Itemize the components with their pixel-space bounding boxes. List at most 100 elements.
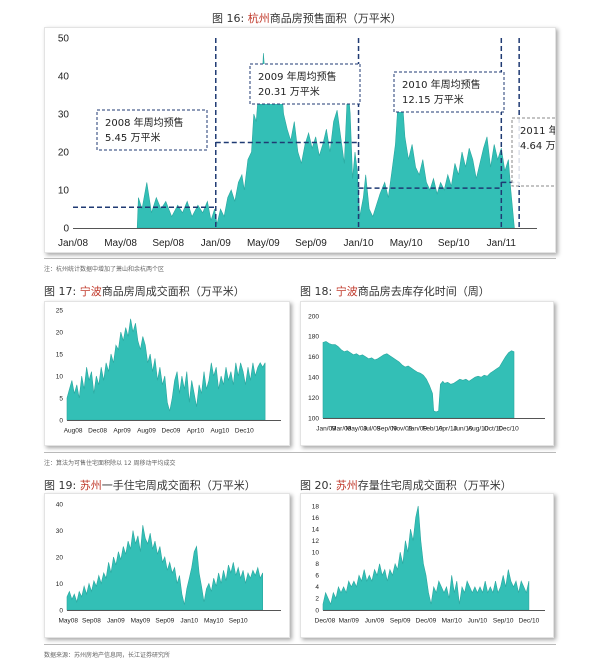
figure-16-panel: 0 10 20 30 40 50 Jan/08 May/08 Sep/08 Jan/09 May/0… [44,27,585,253]
figure-16-city: 杭州 [247,12,270,25]
x-tick-label: Dec08 [88,428,107,435]
x-tick-label: Sep/09 [390,618,411,625]
x-tick-label: Aug/10 [468,426,489,433]
y-tick-label: 30 [58,110,70,121]
fig17-area-series [66,318,266,421]
figure-19-title: 图 19: 苏州一手住宅周成交面积（万平米） [44,477,256,493]
x-tick-label: Sep/09 [377,426,398,433]
y-tick-label: 15 [56,351,64,358]
x-tick-label: Nov/09 [392,426,413,433]
figure-19-chart: 0 10 20 30 40 May08 Sep08 Jan09 May09 Sep09 Jan10 M… [56,501,281,625]
y-tick-label: 0 [63,224,69,235]
y-tick-label: 200 [308,313,319,320]
figure-17-caption: 商品房周成交面积（万平米） [101,285,245,298]
figure-20-number: 图 20: [300,479,333,492]
annotation-label: 2011 年 [520,124,555,137]
y-tick-label: 40 [58,72,70,83]
y-tick-label: 20 [56,554,64,561]
annotation-value: 20.31 万平米 [258,85,320,98]
y-tick-label: 4 [315,584,319,591]
figure-18-caption: 商品房去库存化时间（周） [357,285,490,298]
figure-19-city: 苏州 [79,479,102,492]
figure-18-note: 注：算法为可售住宅面积除以 12 周移动平均成交 [44,460,176,467]
figure-17-panel: 0 5 10 15 20 25 Aug08 Dec08 Apr09 Aug09 Dec09 Apr10… [44,301,290,446]
figure-20-panel: 0 2 4 6 8 10 12 14 16 18 Dec/08 Mar/09 Jun/09 Sep/09 D… [300,493,554,638]
y-tick-label: 6 [315,573,319,580]
y-tick-label: 20 [56,329,64,336]
x-tick-label: Sep08 [82,618,101,625]
x-tick-label: May/09 [346,426,368,433]
x-tick-label: Jan/10 [344,238,374,249]
x-tick-label: May10 [204,618,224,625]
x-tick-label: Sep09 [155,618,174,625]
figure-20-city: 苏州 [335,479,358,492]
x-tick-label: Aug09 [137,428,156,435]
figure-20-title: 图 20: 苏州存量住宅周成交面积（万平米） [300,477,512,493]
x-tick-label: Jun/09 [365,618,385,625]
y-tick-label: 0 [315,607,319,614]
x-tick-label: Jan/09 [201,238,231,249]
figure-18-city: 宁波 [335,285,358,298]
divider-line [44,258,556,259]
y-tick-label: 180 [308,334,319,341]
figure-16-caption: 商品房预售面积（万平米） [269,12,402,25]
annotation-box [249,63,361,105]
annotation-box [393,71,505,113]
y-tick-label: 8 [315,561,319,568]
x-tick-label: Jul/09 [363,426,381,433]
figure-16-note: 注：杭州统计数据中增加了萧山和余杭两个区 [44,266,165,273]
y-tick-label: 160 [308,354,319,361]
x-tick-label: Sep10 [229,618,248,625]
figure-16-number: 图 16: [212,12,245,25]
divider-line [44,644,556,645]
y-tick-label: 12 [312,538,320,545]
x-tick-label: Apr10 [187,428,205,435]
figure-17-city: 宁波 [79,285,102,298]
annotation-label: 2010 年周均预售 [402,78,481,91]
x-tick-label: Apr09 [113,428,131,435]
annotation-box [96,109,208,151]
x-tick-label: Sep/09 [295,238,327,249]
y-tick-label: 10 [56,581,64,588]
x-tick-label: Dec/10 [498,426,519,433]
x-tick-label: Jan/09 [408,426,428,433]
x-tick-label: May08 [58,618,78,625]
figure-17-title: 图 17: 宁波商品房周成交面积（万平米） [44,283,245,299]
fig18-area-series [322,341,515,419]
x-tick-label: Apr/10 [438,426,458,433]
figure-17-chart: 0 5 10 15 20 25 Aug08 Dec08 Apr09 Aug09 Dec09 Apr10… [56,307,281,435]
y-tick-label: 10 [58,186,70,197]
data-source-note: 数据来源：苏州房地产信息网，长江证券研究所 [44,652,171,659]
figure-19-number: 图 19: [44,479,77,492]
x-tick-label: May/10 [390,238,423,249]
y-tick-label: 2 [315,596,319,603]
x-tick-label: Mar/09 [331,426,352,433]
y-tick-label: 16 [312,515,320,522]
x-tick-label: Dec10 [235,428,254,435]
y-tick-label: 18 [312,503,320,510]
x-tick-label: Sep/10 [438,238,470,249]
x-tick-label: Mar/09 [339,618,360,625]
x-tick-label: Feb/10 [422,426,443,433]
y-tick-label: 10 [312,549,320,556]
x-tick-label: Jan/09 [316,426,336,433]
y-tick-label: 20 [58,148,70,159]
figure-17-number: 图 17: [44,285,77,298]
figure-18-chart: 100120140160180200Jan/09Mar/09May/09Jul/… [308,313,545,433]
fig20-area-series [322,505,530,611]
figure-18-title: 图 18: 宁波商品房去库存化时间（周） [300,283,490,299]
x-tick-label: Jun/10 [468,618,488,625]
figure-19-caption: 一手住宅周成交面积（万平米） [101,479,256,492]
figure-18-panel: 100 120 140 160 180 200 Jan/09 Mar/09 May/09 Jul/… [300,301,554,446]
x-tick-label: May/08 [104,238,137,249]
y-tick-label: 14 [312,526,320,533]
annotation-label: 2009 年周均预售 [258,70,337,83]
x-tick-label: Mar/10 [442,618,463,625]
x-tick-label: Aug08 [64,428,83,435]
x-tick-label: Dec/09 [416,618,437,625]
x-tick-label: Jun/10 [453,426,473,433]
figure-16-chart: 0 10 20 30 40 50 Jan/08 May/08 Sep/08 Jan/09 May/0… [58,34,585,249]
y-tick-label: 0 [59,607,63,614]
divider-line [44,452,556,453]
y-tick-label: 40 [56,501,64,508]
